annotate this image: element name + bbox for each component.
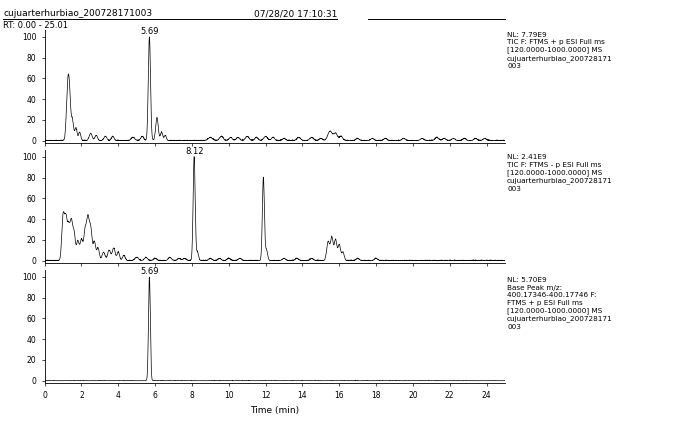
Text: cujuarterhurbiao_200728171003: cujuarterhurbiao_200728171003	[3, 9, 153, 18]
Text: 5.69: 5.69	[140, 27, 159, 36]
X-axis label: Time (min): Time (min)	[250, 406, 300, 415]
Text: NL: 7.79E9
TIC F: FTMS + p ESI Full ms
[120.0000-1000.0000] MS
cujuarterhurbiao_: NL: 7.79E9 TIC F: FTMS + p ESI Full ms […	[507, 32, 613, 69]
Text: NL: 2.41E9
TIC F: FTMS - p ESI Full ms
[120.0000-1000.0000] MS
cujuarterhurbiao_: NL: 2.41E9 TIC F: FTMS - p ESI Full ms […	[507, 154, 613, 192]
Text: 07/28/20 17:10:31: 07/28/20 17:10:31	[254, 9, 337, 18]
Text: 8.12: 8.12	[185, 147, 203, 156]
Text: RT: 0.00 - 25.01: RT: 0.00 - 25.01	[3, 21, 69, 30]
Text: 5.69: 5.69	[140, 267, 159, 276]
Text: NL: 5.70E9
Base Peak m/z:
400.17346-400.17746 F:
FTMS + p ESI Full ms
[120.0000-: NL: 5.70E9 Base Peak m/z: 400.17346-400.…	[507, 277, 613, 330]
